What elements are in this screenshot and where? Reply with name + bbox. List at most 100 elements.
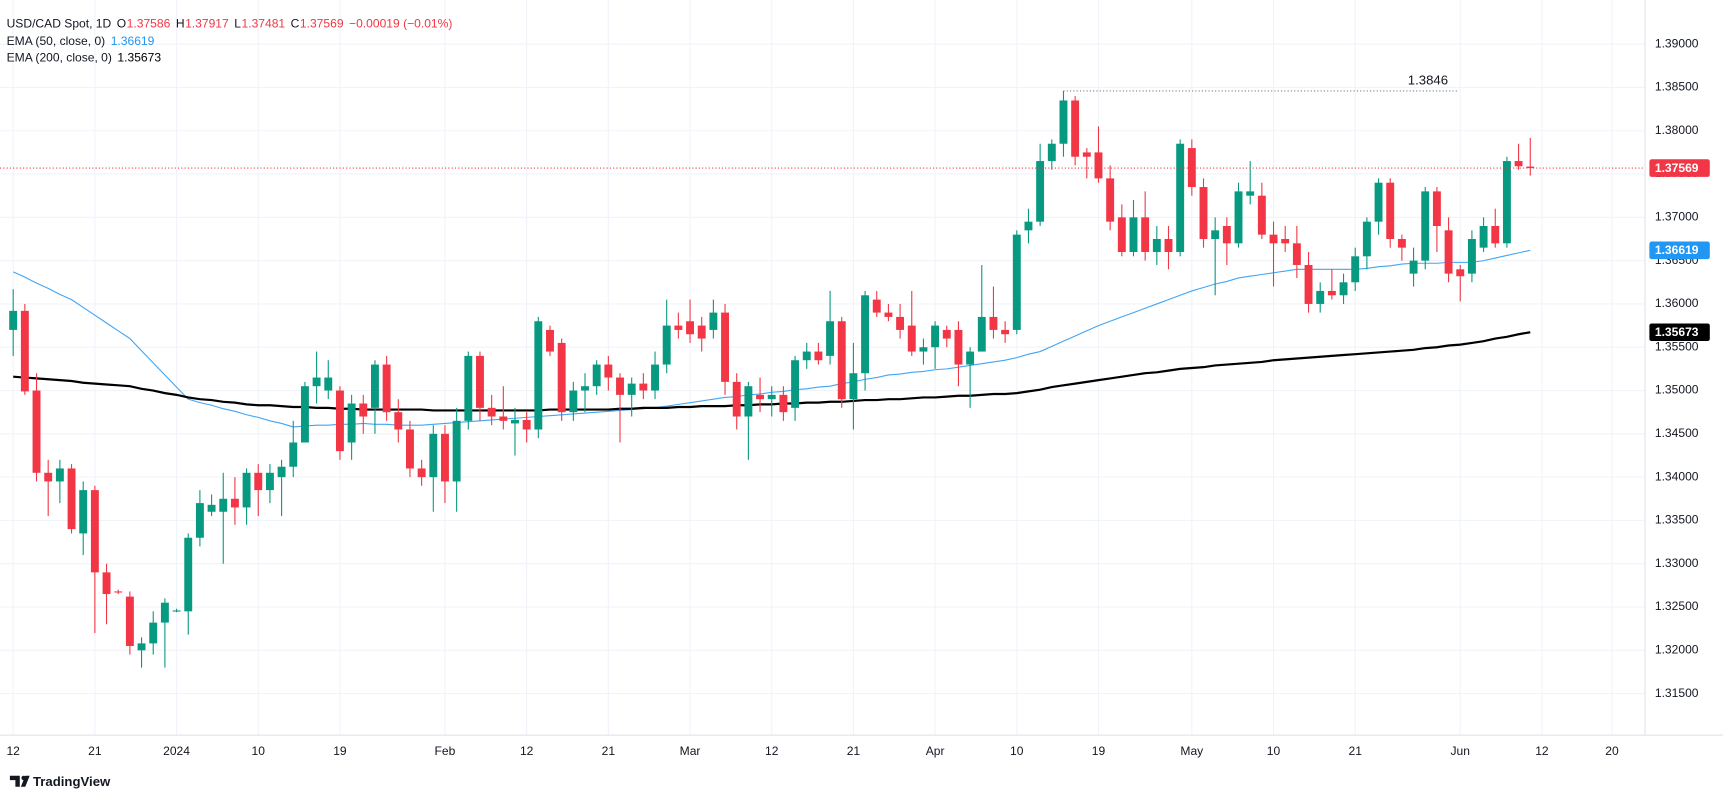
candle-body	[102, 572, 111, 595]
candle-body	[44, 472, 53, 482]
candle-body	[1187, 148, 1196, 188]
axes: 1.31500 1.32000 1.32500 1.33000 1.33500 1.340…	[6, 36, 1698, 757]
candle-body	[1409, 260, 1418, 274]
candle-body	[1199, 187, 1208, 239]
candle-body	[989, 316, 998, 330]
candle-body	[884, 312, 893, 317]
candle-body	[1141, 217, 1150, 252]
price-badge	[1649, 241, 1710, 260]
candle-body	[1176, 143, 1185, 252]
candle-body	[137, 643, 146, 651]
x-tick-label: Jun	[1451, 744, 1470, 758]
candle-body	[919, 347, 928, 352]
candle-body	[861, 295, 870, 374]
candle-body	[814, 351, 823, 361]
candle-body	[464, 355, 473, 421]
candle-body	[581, 386, 589, 391]
candle-body	[114, 591, 123, 593]
candle-body	[1094, 152, 1103, 179]
candle-body	[207, 504, 216, 512]
candle-body	[1502, 161, 1511, 244]
candle-body	[125, 596, 134, 646]
y-tick-label: 1.32000	[1655, 642, 1699, 656]
candle-body	[1526, 166, 1535, 169]
candle-body	[1362, 221, 1371, 257]
candle-body	[651, 364, 659, 391]
candle-body	[265, 472, 274, 491]
candle-body	[931, 325, 940, 348]
candle-body	[791, 360, 800, 408]
y-tick-label: 1.38500	[1655, 80, 1699, 94]
x-tick-label: Feb	[435, 744, 456, 758]
overlay: 1.3846 1.36619 1.35673 1.37569 USD/CAD Spot,…	[0, 16, 1710, 342]
candle-body	[546, 329, 554, 352]
candle-body	[67, 468, 76, 530]
high-marker-label: 1.3846	[1408, 73, 1448, 88]
candle-body	[32, 390, 41, 473]
candle-body	[1257, 195, 1266, 235]
chart-title: USD/CAD Spot, 1D	[7, 16, 112, 30]
candle-body	[557, 342, 566, 413]
candle-body	[1082, 152, 1091, 157]
candle-body	[1281, 238, 1290, 244]
candle-body	[195, 503, 204, 538]
y-tick-label: 1.32500	[1655, 599, 1699, 613]
candle-body	[452, 420, 461, 482]
candle-body	[219, 498, 228, 512]
candle-body	[487, 407, 496, 417]
ohlc-value: 1.37586	[127, 16, 171, 30]
candle-body	[872, 299, 881, 313]
candle-body	[79, 490, 88, 534]
candle-body	[744, 386, 753, 417]
ohlc-value: 1.37569	[300, 16, 344, 30]
candle-body	[1432, 191, 1441, 227]
candle-body	[534, 321, 543, 430]
candle-body	[277, 466, 286, 478]
ohlc-letter: H	[176, 16, 185, 30]
brand-logo: TradingView	[9, 774, 111, 789]
candle-body	[254, 472, 263, 491]
price-badge-label: 1.37569	[1655, 161, 1699, 175]
candle-body	[1036, 161, 1045, 222]
x-tick-label: 10	[1010, 744, 1024, 758]
grid	[0, 0, 1645, 736]
candle-body	[977, 316, 986, 352]
price-badge-label: 1.35673	[1655, 325, 1699, 339]
x-tick-label: 10	[1267, 744, 1281, 758]
legend-value: 1.36619	[111, 34, 155, 48]
ohlc-letter: O	[117, 16, 126, 30]
candle-body	[522, 419, 531, 430]
candle-body	[686, 321, 694, 335]
candle-body	[966, 351, 975, 365]
candle-body	[954, 329, 963, 365]
x-tick-label: 2024	[163, 744, 190, 758]
candle-body	[1071, 100, 1080, 157]
x-tick-label: 20	[1605, 744, 1619, 758]
x-tick-label: 21	[1348, 744, 1362, 758]
x-tick-label: 19	[1092, 744, 1106, 758]
candle-body	[1246, 191, 1255, 196]
candle-body	[1292, 243, 1301, 265]
legend-name: EMA (200, close, 0)	[7, 50, 112, 64]
candle-body	[1129, 217, 1138, 252]
candle-body	[674, 325, 683, 330]
legend-value: 1.35673	[117, 50, 161, 64]
candle-body	[1514, 161, 1523, 167]
candle-body	[1421, 191, 1430, 261]
candle-body	[662, 325, 671, 365]
candle-body	[826, 321, 835, 356]
candle-body	[499, 416, 508, 421]
candle-body	[1351, 256, 1360, 283]
y-tick-label: 1.35000	[1655, 383, 1699, 397]
candle-body	[907, 325, 916, 352]
x-tick-label: 21	[88, 744, 102, 758]
candle-body	[732, 381, 741, 417]
candle-body	[511, 419, 519, 424]
candle-body	[9, 310, 18, 330]
y-tick-label: 1.35500	[1655, 339, 1699, 353]
candle-body	[569, 390, 578, 413]
candle-body	[896, 316, 905, 330]
candle-body	[1456, 269, 1465, 277]
